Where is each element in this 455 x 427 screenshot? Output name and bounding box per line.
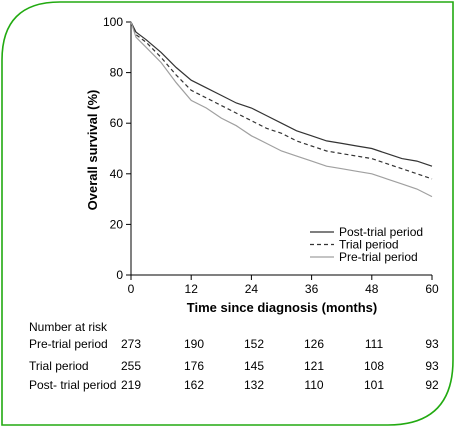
legend-label: Post-trial period: [339, 225, 423, 239]
y-tick-label: 0: [116, 268, 123, 282]
y-tick-label: 80: [110, 66, 124, 80]
risk-table: Number at risk Pre-trial period 273 190 152…: [29, 320, 439, 392]
series-line-pre-trial-period: [130, 21, 433, 198]
risk-cell: 111: [365, 337, 384, 351]
y-tick-label: 60: [110, 116, 124, 130]
risk-row-label: Post- trial period: [29, 378, 116, 392]
risk-table-title: Number at risk: [29, 320, 108, 334]
x-tick-label: 60: [425, 282, 439, 296]
risk-cell: 93: [425, 359, 439, 373]
x-tick-label: 36: [305, 282, 319, 296]
risk-cell: 93: [425, 337, 439, 351]
risk-cell: 255: [121, 359, 141, 373]
risk-cell: 273: [121, 337, 141, 351]
risk-cell: 92: [425, 378, 439, 392]
y-tick-label: 20: [110, 217, 124, 231]
x-tick-label: 12: [185, 282, 199, 296]
risk-cell: 176: [184, 359, 204, 373]
risk-cell: 190: [184, 337, 204, 351]
risk-cell: 101: [364, 378, 384, 392]
y-tick-label: 100: [103, 15, 123, 29]
risk-row-label: Pre-trial period: [29, 337, 108, 351]
risk-cell: 108: [364, 359, 384, 373]
risk-row-label: Trial period: [29, 359, 89, 373]
risk-cell: 219: [121, 378, 141, 392]
x-tick-label: 24: [245, 282, 259, 296]
x-tick-label: 48: [365, 282, 379, 296]
x-ticks: 0 12 24 36 48 60: [128, 275, 439, 296]
series-line-post-trial-period: [130, 21, 433, 167]
risk-cell: 132: [244, 378, 264, 392]
x-axis-title: Time since diagnosis (months): [187, 300, 377, 315]
risk-cell: 126: [304, 337, 324, 351]
y-ticks: 0 20 40 60 80 100: [103, 15, 131, 282]
legend-label: Trial period: [339, 238, 399, 252]
risk-cell: 121: [304, 359, 324, 373]
axes: [130, 22, 432, 276]
risk-cell: 145: [244, 359, 264, 373]
risk-cell: 162: [184, 378, 204, 392]
series-lines: [130, 21, 433, 198]
risk-cell: 152: [244, 337, 264, 351]
legend-label: Pre-trial period: [339, 250, 418, 264]
x-tick-label: 0: [128, 282, 135, 296]
risk-cell: 110: [304, 378, 323, 392]
y-tick-label: 40: [110, 167, 124, 181]
y-axis-title: Overall survival (%): [85, 90, 100, 211]
series-line-trial-period: [130, 21, 433, 180]
